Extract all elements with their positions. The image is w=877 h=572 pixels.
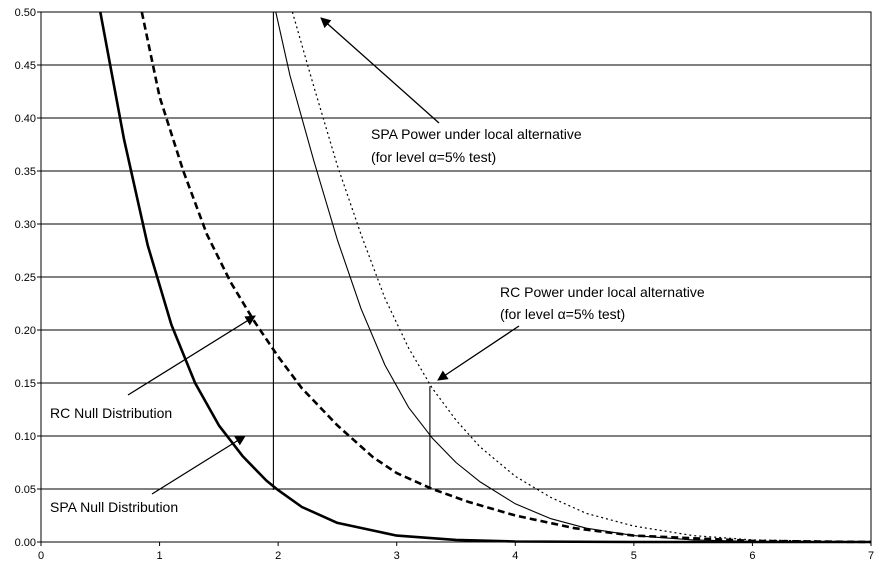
y-tick-label: 0.40 xyxy=(15,113,36,125)
annotation-rc-power: RC Power under local alternative (for le… xyxy=(437,284,705,381)
annotation-spa-power-line2: (for level α=5% test) xyxy=(371,149,496,165)
series-line-3 xyxy=(275,11,872,543)
y-tick-label: 0.30 xyxy=(15,219,36,231)
y-axis-ticks: 0.00 0.05 0.10 0.15 0.20 0.25 0.30 0.35 0.40 0.45… xyxy=(15,7,41,549)
y-tick-label: 0.00 xyxy=(15,537,36,549)
y-tick-label: 0.45 xyxy=(15,60,36,72)
y-tick-label: 0.10 xyxy=(15,431,36,443)
y-tick-label: 0.20 xyxy=(15,325,36,337)
plot-frame xyxy=(40,11,872,543)
annotation-spa-power-arrow xyxy=(320,17,440,124)
series-line-2 xyxy=(140,11,872,544)
x-axis-ticks: 0 1 2 3 4 5 6 7 xyxy=(38,542,874,562)
y-tick-label: 0.05 xyxy=(15,484,36,496)
series-line-1 xyxy=(99,11,871,544)
annotation-spa-null: SPA Null Distribution xyxy=(50,435,246,515)
annotation-rc-power-line2: (for level α=5% test) xyxy=(500,306,625,322)
x-tick-label: 7 xyxy=(868,550,874,562)
annotation-spa-power-line1: SPA Power under local alternative xyxy=(371,126,582,142)
annotation-spa-null-arrow xyxy=(151,435,246,495)
annotation-rc-power-arrow xyxy=(437,325,520,381)
y-tick-label: 0.50 xyxy=(15,7,36,19)
annotation-rc-null-label: RC Null Distribution xyxy=(50,405,172,421)
series-line-4 xyxy=(291,11,872,543)
x-tick-label: 3 xyxy=(394,550,400,562)
annotation-rc-null-arrow xyxy=(127,315,256,396)
series-lines xyxy=(99,11,872,544)
x-tick-label: 2 xyxy=(275,550,281,562)
annotation-spa-null-label: SPA Null Distribution xyxy=(50,499,178,515)
annotation-rc-null: RC Null Distribution xyxy=(50,315,256,421)
x-tick-label: 6 xyxy=(749,550,755,562)
x-tick-label: 1 xyxy=(157,550,163,562)
y-tick-label: 0.35 xyxy=(15,166,36,178)
annotation-spa-power: SPA Power under local alternative (for l… xyxy=(320,17,582,165)
y-tick-label: 0.15 xyxy=(15,378,36,390)
x-tick-label: 5 xyxy=(631,550,637,562)
x-tick-label: 0 xyxy=(38,550,44,562)
annotation-rc-power-line1: RC Power under local alternative xyxy=(500,284,705,300)
y-tick-label: 0.25 xyxy=(15,272,36,284)
vertical-markers xyxy=(272,12,431,491)
x-tick-label: 4 xyxy=(512,550,518,562)
